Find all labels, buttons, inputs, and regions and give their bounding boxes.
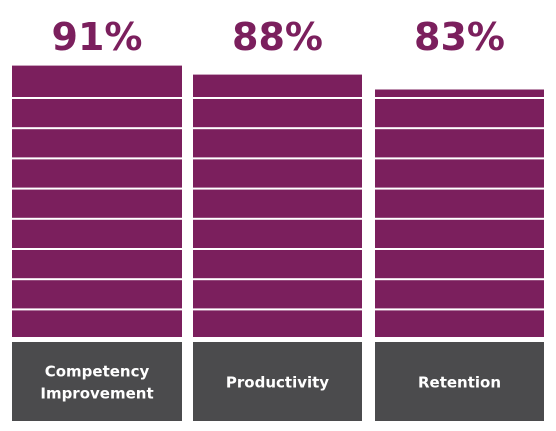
- bar-divider: [12, 278, 182, 281]
- bar-group: 91% Competency Improvement: [12, 15, 182, 421]
- category-label-line: Productivity: [226, 374, 329, 392]
- bar-divider: [375, 187, 544, 190]
- value-label: 91%: [52, 15, 143, 59]
- bar-divider: [12, 127, 182, 130]
- bar: [375, 89, 544, 337]
- bar-divider: [12, 248, 182, 250]
- value-label: 88%: [232, 15, 323, 59]
- bar-divider: [193, 308, 362, 311]
- bar-divider: [193, 127, 362, 130]
- category-label-line: Improvement: [40, 385, 153, 403]
- bar-divider: [375, 217, 544, 220]
- bar: [193, 74, 362, 337]
- category-label-line: Retention: [418, 374, 501, 392]
- bar-divider: [12, 157, 182, 160]
- bar-divider: [375, 308, 544, 311]
- bar-group: 88% Productivity: [193, 15, 362, 421]
- bar-divider: [12, 187, 182, 190]
- bar-divider: [193, 97, 362, 99]
- bar-divider: [375, 248, 544, 250]
- category-label: Retention: [418, 374, 501, 392]
- bar-group: 83% Retention: [375, 15, 544, 421]
- bar-divider: [12, 97, 182, 99]
- bar-divider: [193, 187, 362, 190]
- bar-divider: [375, 127, 544, 130]
- category-label: Productivity: [226, 374, 329, 392]
- bar-divider: [193, 248, 362, 250]
- bar-divider: [12, 217, 182, 220]
- value-label: 83%: [414, 15, 505, 59]
- category-box: [12, 342, 182, 421]
- bar-divider: [193, 217, 362, 220]
- category-box: [193, 342, 362, 421]
- bar-divider: [12, 308, 182, 311]
- category-label: Competency Improvement: [40, 363, 153, 403]
- bar-divider: [375, 157, 544, 160]
- bar-divider: [375, 278, 544, 281]
- bar-divider: [193, 157, 362, 160]
- bar-divider: [375, 97, 544, 99]
- bar-divider: [193, 278, 362, 281]
- category-box: [375, 342, 544, 421]
- bar: [12, 65, 182, 337]
- category-label-line: Competency: [45, 363, 150, 381]
